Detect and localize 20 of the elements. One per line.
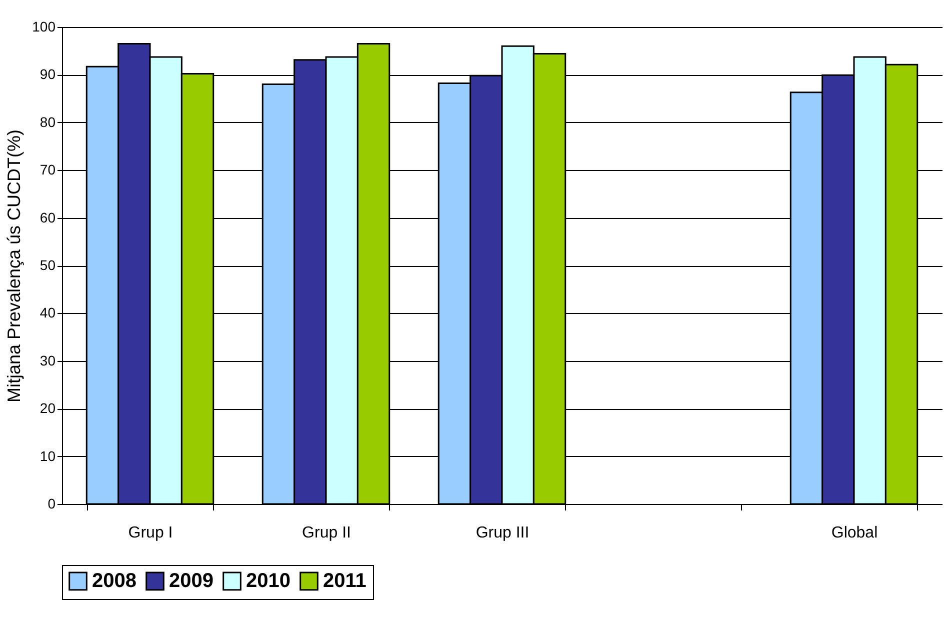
x-tick-label: Grup III (476, 524, 530, 542)
y-tick-label: 0 (48, 496, 56, 512)
x-tick-label: Grup II (302, 524, 351, 542)
x-tick-label: Global (831, 524, 878, 542)
y-tick-label: 30 (40, 352, 56, 368)
y-axis-title: Mitjana Prevalença ús CUCDT(%) (4, 129, 24, 403)
y-tick-label: 80 (40, 114, 56, 130)
y-tick-label: 20 (40, 400, 56, 416)
legend-label: 2011 (323, 570, 366, 592)
y-tick-label: 70 (40, 162, 56, 178)
y-tick-label: 40 (40, 304, 56, 321)
y-tick-label: 100 (32, 18, 56, 34)
y-tick-label: 60 (40, 209, 56, 226)
legend-label: 2009 (169, 570, 214, 592)
legend-label: 2008 (92, 570, 136, 592)
y-tick-label: 90 (40, 66, 56, 82)
y-tick-label: 50 (40, 257, 56, 273)
legend-label: 2010 (246, 570, 290, 592)
x-tick-label: Grup I (128, 524, 173, 542)
y-tick-label: 10 (40, 448, 56, 464)
